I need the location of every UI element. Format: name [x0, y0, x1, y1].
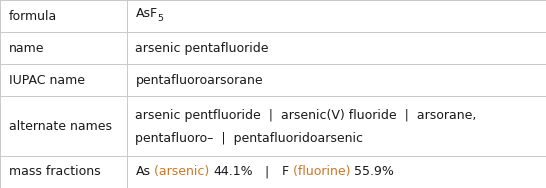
Text: name: name [9, 42, 44, 55]
Text: 5: 5 [158, 14, 164, 24]
Text: arsenic pentafluoride: arsenic pentafluoride [135, 42, 269, 55]
Text: |: | [253, 165, 282, 178]
Text: As: As [135, 165, 150, 178]
Text: arsenic pentfluoride  |  arsenic(V) fluoride  |  arsorane,: arsenic pentfluoride | arsenic(V) fluori… [135, 109, 477, 122]
Text: IUPAC name: IUPAC name [9, 74, 85, 87]
Text: F: F [282, 165, 289, 178]
Text: (arsenic): (arsenic) [150, 165, 213, 178]
Text: 55.9%: 55.9% [354, 165, 394, 178]
Text: (fluorine): (fluorine) [289, 165, 354, 178]
Text: pentafluoroarsorane: pentafluoroarsorane [135, 74, 263, 87]
Text: pentafluoro–  |  pentafluoridoarsenic: pentafluoro– | pentafluoridoarsenic [135, 132, 364, 145]
Text: formula: formula [9, 10, 57, 23]
Text: alternate names: alternate names [9, 120, 112, 133]
Text: mass fractions: mass fractions [9, 165, 100, 178]
Text: AsF: AsF [135, 7, 158, 20]
Text: 44.1%: 44.1% [213, 165, 253, 178]
